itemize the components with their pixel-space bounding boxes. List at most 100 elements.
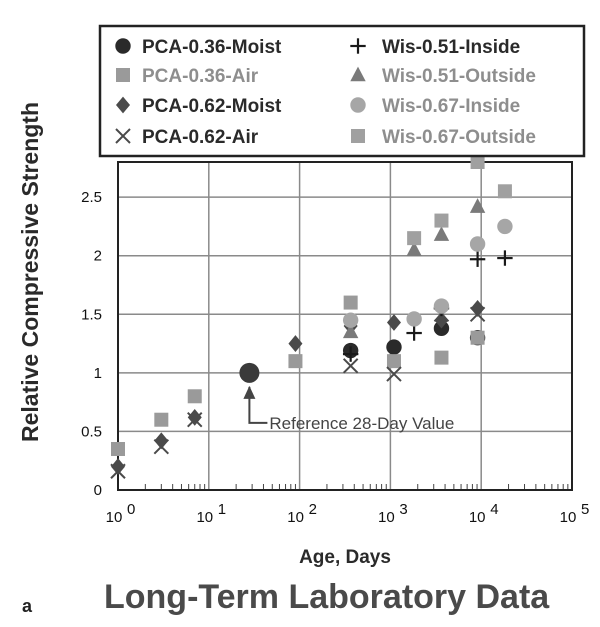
legend-label: Wis-0.51-Outside bbox=[382, 66, 536, 87]
data-point bbox=[110, 463, 126, 479]
data-point bbox=[434, 350, 449, 365]
x-tick-label: 10 3 bbox=[378, 501, 408, 526]
legend-item-wis-0-51-inside: Wis-0.51-Inside bbox=[350, 37, 520, 58]
data-point bbox=[406, 241, 422, 257]
data-point bbox=[433, 298, 450, 314]
legend-box bbox=[98, 24, 586, 158]
series-wis-0-67-outside bbox=[407, 155, 512, 246]
y-tick-label: 2.5 bbox=[81, 189, 102, 206]
series-wis-0-51-inside bbox=[342, 250, 513, 362]
data-point bbox=[470, 300, 485, 317]
caption-title: Long-Term Laboratory Data bbox=[104, 578, 550, 616]
y-axis-label: Relative Compressive Strength bbox=[17, 102, 43, 442]
x-tick-exponent: 0 bbox=[127, 501, 135, 518]
legend-item-wis-0-67-outside: Wis-0.67-Outside bbox=[351, 127, 536, 148]
data-point bbox=[497, 218, 513, 235]
x-axis-label: Age, Days bbox=[299, 547, 391, 568]
series-pca-0-62-air bbox=[110, 306, 486, 479]
x-tick-exponent: 5 bbox=[581, 501, 589, 518]
x-tick-exponent: 1 bbox=[218, 501, 226, 518]
data-point bbox=[406, 325, 422, 341]
data-point bbox=[407, 231, 422, 246]
data-point bbox=[406, 311, 422, 327]
legend-marker bbox=[116, 68, 130, 82]
data-point bbox=[386, 354, 401, 369]
data-point bbox=[433, 226, 450, 241]
x-tick-base: 10 bbox=[106, 509, 123, 526]
data-point bbox=[342, 358, 359, 374]
legend-item-pca-0-36-moist: PCA-0.36-Moist bbox=[115, 37, 282, 58]
x-tick-base: 10 bbox=[196, 509, 213, 526]
y-tick-label: 1.5 bbox=[81, 306, 102, 323]
x-tick-label: 10 1 bbox=[196, 501, 226, 526]
y-tick-label: 1 bbox=[94, 365, 102, 382]
legend-label: PCA-0.36-Moist bbox=[142, 37, 282, 58]
data-point bbox=[154, 412, 169, 427]
y-tick-label: 2 bbox=[94, 248, 102, 265]
plot-border bbox=[117, 161, 573, 491]
data-point bbox=[434, 311, 449, 329]
data-point bbox=[288, 354, 303, 369]
data-point bbox=[288, 335, 303, 352]
x-tick-label: 10 2 bbox=[287, 501, 317, 526]
legend-item-pca-0-62-air: PCA-0.62-Air bbox=[115, 127, 259, 148]
legend-item-pca-0-62-moist: PCA-0.62-Moist bbox=[116, 96, 282, 117]
data-point bbox=[342, 323, 359, 339]
legend-marker bbox=[350, 97, 366, 113]
data-point bbox=[111, 442, 125, 456]
series-pca-0-62-moist bbox=[111, 300, 485, 475]
data-point bbox=[469, 236, 486, 252]
data-point bbox=[154, 432, 169, 450]
x-tick-base: 10 bbox=[287, 509, 304, 526]
data-point bbox=[386, 366, 402, 382]
annotation-text: Reference 28-Day Value bbox=[269, 414, 454, 433]
data-point bbox=[111, 458, 125, 475]
x-tick-base: 10 bbox=[469, 509, 486, 526]
legend-label: PCA-0.36-Air bbox=[142, 66, 259, 87]
legend-marker bbox=[350, 38, 366, 54]
x-tick-labels: 10 0 10 1 10 2 10 3 10 4 10 5 bbox=[106, 501, 590, 526]
legend-marker bbox=[351, 129, 365, 143]
data-point bbox=[497, 184, 512, 199]
legend: PCA-0.36-Moist PCA-0.36-Air PCA-0.62-Moist… bbox=[98, 24, 586, 158]
x-tick-base: 10 bbox=[560, 509, 577, 526]
legend-label: Wis-0.67-Inside bbox=[382, 96, 520, 117]
data-point bbox=[434, 213, 449, 228]
data-point bbox=[497, 250, 513, 266]
series-wis-0-51-outside bbox=[342, 198, 486, 339]
reference-point bbox=[239, 362, 260, 383]
chart-canvas: 00.511.522.5 10 0 10 1 10 2 10 3 10 4 10 5 Referenc… bbox=[17, 24, 590, 568]
legend-item-wis-0-51-outside: Wis-0.51-Outside bbox=[350, 66, 536, 87]
data-point bbox=[469, 306, 486, 322]
data-point bbox=[470, 330, 485, 345]
data-point bbox=[343, 295, 358, 310]
data-point bbox=[469, 198, 486, 213]
data-point bbox=[342, 312, 359, 328]
legend-marker bbox=[350, 66, 366, 82]
legend-marker bbox=[115, 38, 131, 54]
x-tick-label: 10 4 bbox=[469, 501, 499, 526]
legend-item-pca-0-36-air: PCA-0.36-Air bbox=[116, 66, 259, 87]
data-point bbox=[342, 346, 359, 362]
data-point bbox=[187, 389, 202, 404]
legend-marker bbox=[116, 96, 130, 114]
data-point bbox=[470, 155, 485, 169]
x-tick-base: 10 bbox=[378, 509, 395, 526]
data-point bbox=[153, 438, 170, 455]
legend-label: Wis-0.67-Outside bbox=[382, 127, 536, 148]
data-point bbox=[187, 408, 202, 426]
data-point bbox=[386, 339, 402, 355]
data-points bbox=[110, 155, 513, 479]
legend-item-wis-0-67-inside: Wis-0.67-Inside bbox=[350, 96, 520, 117]
x-tick-exponent: 3 bbox=[399, 501, 407, 518]
x-tick-exponent: 4 bbox=[490, 501, 498, 518]
annotation-arrowhead bbox=[243, 385, 256, 399]
figure-caption: a Long-Term Laboratory Data bbox=[0, 578, 600, 623]
y-tick-labels: 0 0.5 1 1.5 2 2.5 bbox=[81, 189, 102, 499]
legend-label: PCA-0.62-Air bbox=[142, 127, 259, 148]
x-tick-label: 10 0 bbox=[106, 501, 136, 526]
reference-annotation: Reference 28-Day Value bbox=[239, 362, 454, 433]
legend-marker bbox=[115, 128, 131, 144]
legend-label: Wis-0.51-Inside bbox=[382, 37, 520, 58]
data-point bbox=[469, 251, 486, 267]
